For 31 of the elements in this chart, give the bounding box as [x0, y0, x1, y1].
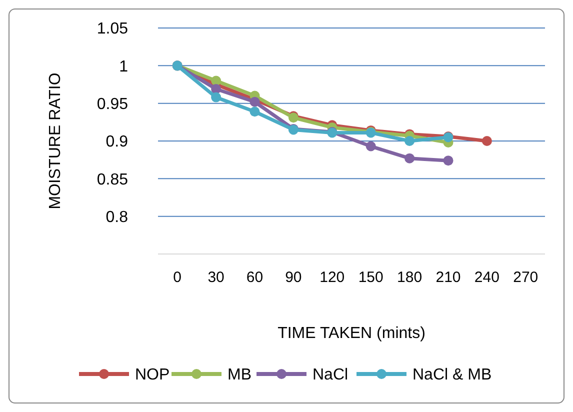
point [366, 141, 376, 152]
x-tick-label: 30 [208, 269, 224, 286]
point [443, 156, 454, 166]
y-tick-label: 0.95 [96, 96, 128, 113]
point [482, 136, 492, 146]
y-tick-label: 0.8 [106, 208, 128, 226]
point [250, 106, 260, 117]
x-tick-label: 90 [285, 269, 302, 286]
point [404, 136, 415, 146]
x-tick-label: 180 [397, 269, 422, 286]
x-tick-label: 120 [320, 269, 345, 286]
legend-label: NOP [135, 366, 170, 384]
y-tick-label: 1.05 [96, 20, 128, 38]
x-tick-label: 0 [173, 269, 182, 286]
y-tick-label: 0.85 [96, 171, 128, 188]
x-tick-label: 210 [436, 269, 461, 286]
legend-label: MB [228, 366, 252, 384]
point [211, 76, 222, 86]
legend-label: NaCl [312, 366, 348, 384]
point [211, 92, 222, 102]
x-tick-label: 270 [513, 269, 538, 286]
y-axis-title: MOISTURE RATIO [47, 72, 64, 210]
point [211, 84, 222, 94]
legend-label: NaCl & MB [412, 366, 492, 384]
y-tick-label: 0.9 [106, 134, 128, 151]
y-tick-label: 1 [119, 58, 128, 76]
point [404, 153, 415, 164]
x-tick-label: 150 [358, 269, 384, 286]
x-tick-label: 60 [246, 269, 264, 286]
x-axis-title: TIME TAKEN (mints) [278, 325, 426, 342]
x-tick-label: 240 [474, 269, 500, 286]
